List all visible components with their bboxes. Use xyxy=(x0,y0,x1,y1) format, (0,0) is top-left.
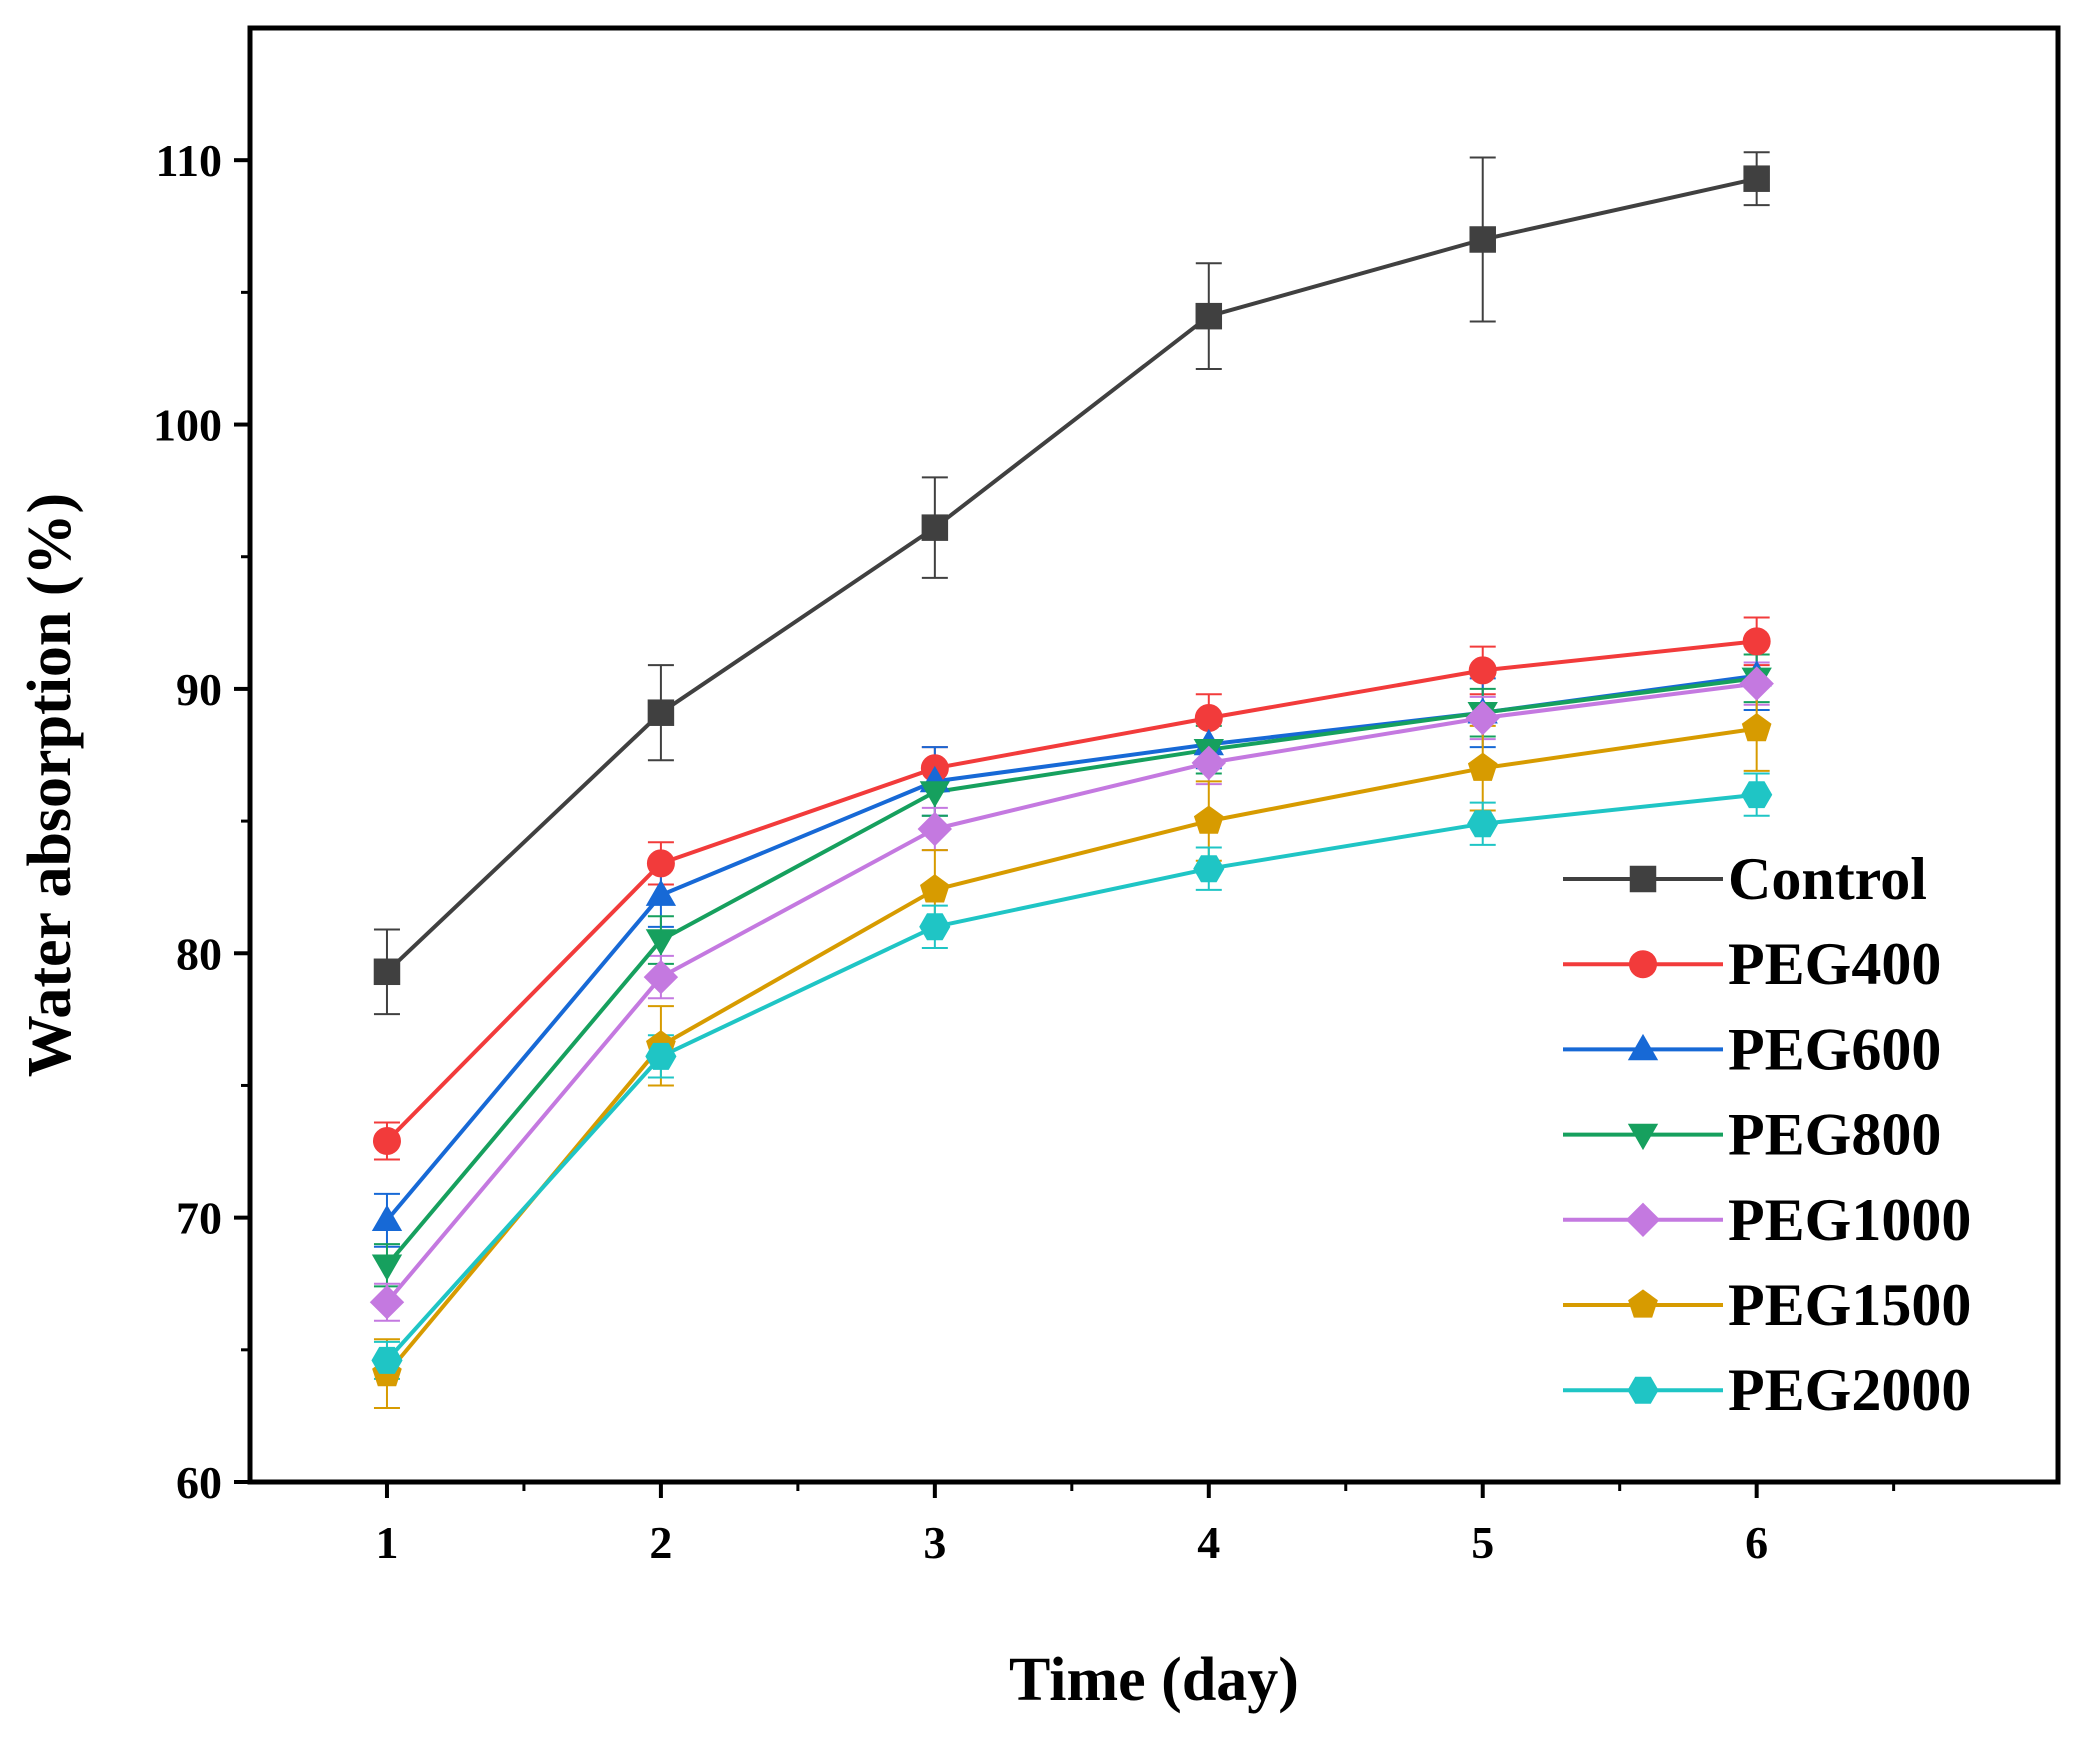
peg1000-point xyxy=(1191,745,1227,781)
peg1500-point xyxy=(920,874,950,903)
x-axis-title: Time (day) xyxy=(1009,1646,1299,1714)
x-tick-label: 4 xyxy=(1197,1517,1220,1568)
legend: Control PEG400 PEG600 PEG800 PEG1000 PEG1500 P… xyxy=(1563,846,1971,1423)
x-tick-label: 5 xyxy=(1471,1517,1494,1568)
legend-label-peg1500: PEG1500 xyxy=(1728,1272,1971,1338)
peg400-point xyxy=(372,1126,401,1155)
y-tick-label: 90 xyxy=(176,664,222,715)
control-point xyxy=(1469,226,1496,253)
peg2000-line xyxy=(385,792,1757,1362)
y-axis-tick-labels: 60 70 80 90 100 110 xyxy=(153,135,222,1508)
peg2000-point xyxy=(1467,810,1499,838)
error-bars xyxy=(373,151,1770,1409)
peg800-line xyxy=(385,676,1757,1267)
plot-frame xyxy=(247,25,2061,1485)
peg1000-line xyxy=(385,681,1757,1304)
control-point xyxy=(647,699,675,726)
x-axis-tick-labels: 1 2 3 4 5 6 xyxy=(375,1517,1768,1568)
peg1500-point xyxy=(1193,805,1224,834)
peg1000-point xyxy=(1739,666,1774,701)
peg400-point xyxy=(1742,627,1771,656)
peg1500-point xyxy=(1467,752,1498,781)
legend-marker-control xyxy=(1629,865,1657,893)
peg400-point xyxy=(1194,703,1223,732)
x-tick-label: 1 xyxy=(375,1517,398,1568)
peg1500-line xyxy=(385,726,1757,1375)
legend-label-control: Control xyxy=(1728,846,1927,912)
control-point xyxy=(1195,302,1223,330)
legend-label-peg400: PEG400 xyxy=(1728,931,1941,997)
y-tick-label: 60 xyxy=(176,1457,222,1508)
legend-label-peg1000: PEG1000 xyxy=(1728,1187,1971,1253)
series-lines xyxy=(385,176,1758,1375)
legend-marker-peg2000 xyxy=(1627,1376,1659,1404)
x-tick-label: 3 xyxy=(923,1517,946,1568)
control-point xyxy=(373,958,401,986)
y-axis-ticks xyxy=(234,158,250,1484)
peg800-point xyxy=(919,781,950,808)
x-tick-label: 2 xyxy=(649,1517,672,1568)
legend-marker-peg1000 xyxy=(1625,1202,1661,1238)
legend-marker-peg600 xyxy=(1627,1033,1659,1061)
peg400-point xyxy=(646,849,675,878)
peg1000-point xyxy=(917,811,953,847)
legend-marker-peg800 xyxy=(1627,1123,1659,1151)
peg2000-point xyxy=(1741,781,1773,809)
legend-label-peg2000: PEG2000 xyxy=(1728,1357,1971,1423)
y-tick-label: 110 xyxy=(156,135,222,186)
y-tick-label: 80 xyxy=(176,928,222,979)
legend-marker-peg1500 xyxy=(1628,1289,1658,1318)
peg2000-point xyxy=(371,1346,403,1374)
peg800-point xyxy=(371,1254,403,1281)
peg2000-point xyxy=(919,913,951,941)
peg800-point xyxy=(645,929,677,956)
x-axis-ticks xyxy=(384,1482,1896,1498)
control-point xyxy=(1743,165,1770,192)
peg400-point xyxy=(1468,656,1497,685)
peg600-point xyxy=(371,1204,403,1231)
series-markers xyxy=(369,165,1774,1387)
y-tick-label: 100 xyxy=(153,400,222,451)
peg1000-point xyxy=(1465,700,1500,736)
x-tick-label: 6 xyxy=(1745,1517,1768,1568)
peg1000-point xyxy=(643,959,679,995)
y-tick-label: 70 xyxy=(176,1193,222,1244)
legend-label-peg800: PEG800 xyxy=(1728,1102,1941,1168)
y-axis-title: Water absorption (%) xyxy=(16,493,84,1077)
peg2000-point xyxy=(1193,855,1225,883)
peg400-line xyxy=(385,639,1757,1143)
peg1000-point xyxy=(369,1284,405,1320)
legend-marker-peg400 xyxy=(1629,950,1657,979)
peg2000-point xyxy=(645,1042,677,1070)
control-line xyxy=(385,176,1758,974)
peg600-point xyxy=(645,879,677,906)
peg1500-point xyxy=(1741,712,1772,742)
legend-label-peg600: PEG600 xyxy=(1728,1016,1941,1082)
control-point xyxy=(921,514,949,541)
